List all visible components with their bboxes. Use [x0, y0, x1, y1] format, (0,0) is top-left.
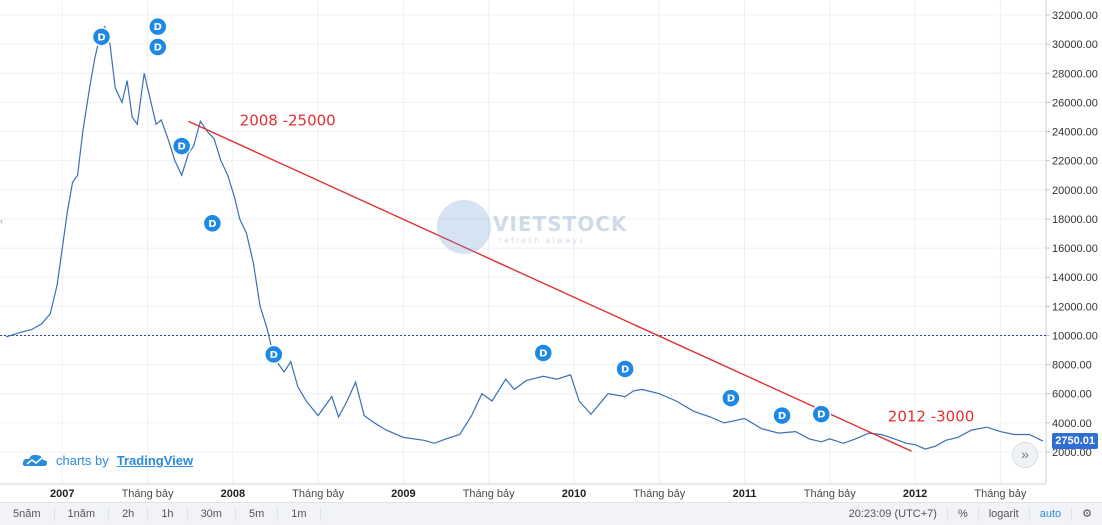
watermark-logo-icon — [437, 200, 491, 254]
x-tick-label: 2008 — [221, 488, 245, 500]
y-tick-label: 28000.00 — [1052, 68, 1098, 80]
y-tick-label: 12000.00 — [1052, 301, 1098, 313]
y-tick-label: 4000.00 — [1052, 418, 1092, 430]
bottom-toolbar: 5năm 1năm 2h 1h 30m 5m 1m 20:23:09 (UTC+… — [0, 502, 1102, 525]
y-tick-label: 10000.00 — [1052, 330, 1098, 342]
annotations: 2008 -25000 2012 -3000 — [240, 112, 975, 426]
dividend-marker-label: D — [178, 142, 186, 153]
y-tick-label: 8000.00 — [1052, 360, 1092, 372]
dividend-marker-label: D — [727, 394, 735, 405]
branding-link[interactable]: TradingView — [116, 452, 194, 468]
log-scale-toggle[interactable]: logarit — [977, 507, 1029, 521]
dividend-marker-icon[interactable]: D — [615, 359, 635, 379]
scroll-to-realtime-button[interactable]: » — [1012, 442, 1038, 468]
y-tick-label: 18000.00 — [1052, 214, 1098, 226]
y-tick-label: 32000.00 — [1052, 10, 1098, 22]
tradingview-branding[interactable]: charts by TradingView — [22, 452, 193, 468]
x-tick-label: 2010 — [562, 488, 586, 500]
annotation-label: 2008 -25000 — [240, 112, 336, 130]
dividend-marker-icon[interactable]: D — [202, 213, 223, 234]
dividend-marker-icon[interactable]: D — [148, 37, 168, 57]
y-tick-label: 2000.00 — [1052, 447, 1092, 459]
dividend-marker-icon[interactable]: D — [171, 136, 192, 156]
timeframe-1m[interactable]: 1m — [278, 507, 321, 521]
settings-gear-icon[interactable]: ⚙ — [1071, 507, 1102, 521]
last-price-badge: 2750.01 — [1052, 433, 1098, 449]
x-tick-label: Tháng bảy — [122, 488, 174, 500]
x-tick-label: Tháng bảy — [974, 488, 1026, 500]
x-tick-label: 2007 — [50, 488, 74, 500]
x-tick-label: 2011 — [733, 488, 757, 500]
dividend-marker-label: D — [817, 410, 825, 421]
left-edge-handle[interactable]: ‹ — [0, 216, 3, 226]
clock-readout: 20:23:09 (UTC+7) — [848, 508, 937, 520]
x-tick-label: Tháng bảy — [292, 488, 344, 500]
dividend-marker-label: D — [621, 364, 629, 375]
dividend-marker-label: D — [154, 43, 162, 54]
timeframe-1h[interactable]: 1h — [148, 507, 188, 521]
timeframe-5y[interactable]: 5năm — [0, 507, 55, 521]
y-tick-label: 22000.00 — [1052, 156, 1098, 168]
dividend-marker-icon[interactable]: D — [721, 388, 741, 408]
y-axis-ticks: 32000.00 30000.00 28000.00 26000.00 24000.00… — [1046, 10, 1098, 459]
watermark-text: VIETSTOCK — [493, 212, 628, 236]
timeframe-2h[interactable]: 2h — [109, 507, 149, 521]
watermark-subtext: refresh always — [499, 236, 586, 245]
y-tick-label: 26000.00 — [1052, 97, 1098, 109]
x-tick-label: Tháng bảy — [633, 488, 685, 500]
dividend-marker-icon[interactable]: D — [811, 404, 832, 424]
y-tick-label: 6000.00 — [1052, 389, 1092, 401]
x-axis-ticks: 2007 Tháng bảy 2008 Tháng bảy 2009 Tháng bảy 2… — [50, 488, 1027, 500]
y-tick-label: 16000.00 — [1052, 243, 1098, 255]
y-tick-label: 30000.00 — [1052, 39, 1098, 51]
dividend-marker-label: D — [270, 350, 278, 361]
timeframe-1y[interactable]: 1năm — [55, 507, 110, 521]
x-tick-label: Tháng bảy — [463, 488, 515, 500]
y-tick-label: 14000.00 — [1052, 272, 1098, 284]
trendline[interactable] — [188, 120, 912, 452]
dividend-marker-label: D — [154, 22, 162, 33]
dividend-marker-label: D — [539, 348, 547, 359]
x-tick-label: 2012 — [903, 488, 927, 500]
dividend-marker-icon[interactable]: D — [264, 344, 284, 365]
dividend-marker-label: D — [778, 411, 786, 422]
y-tick-label: 24000.00 — [1052, 127, 1098, 139]
price-series-line[interactable] — [5, 25, 1044, 450]
dividend-marker-icon[interactable]: D — [533, 343, 554, 363]
auto-scale-toggle[interactable]: auto — [1028, 507, 1071, 521]
timeframe-30m[interactable]: 30m — [188, 507, 236, 521]
annotation-label: 2012 -3000 — [888, 407, 975, 425]
x-tick-label: Tháng bảy — [804, 488, 856, 500]
branding-prefix: charts by — [56, 452, 109, 468]
timeframe-5m[interactable]: 5m — [236, 507, 279, 521]
y-tick-label: 20000.00 — [1052, 185, 1098, 197]
dividend-marker-label: D — [208, 219, 216, 230]
dividend-marker-label: D — [97, 32, 105, 43]
percent-scale-toggle[interactable]: % — [946, 507, 978, 521]
x-tick-label: 2009 — [391, 488, 415, 500]
cloud-chart-icon — [22, 454, 47, 466]
dividend-marker-icon[interactable]: D — [148, 16, 168, 37]
dividend-marker-icon[interactable]: D — [772, 405, 792, 426]
watermark: VIETSTOCK refresh always — [437, 198, 627, 258]
dividend-marker-icon[interactable]: D — [91, 27, 112, 47]
